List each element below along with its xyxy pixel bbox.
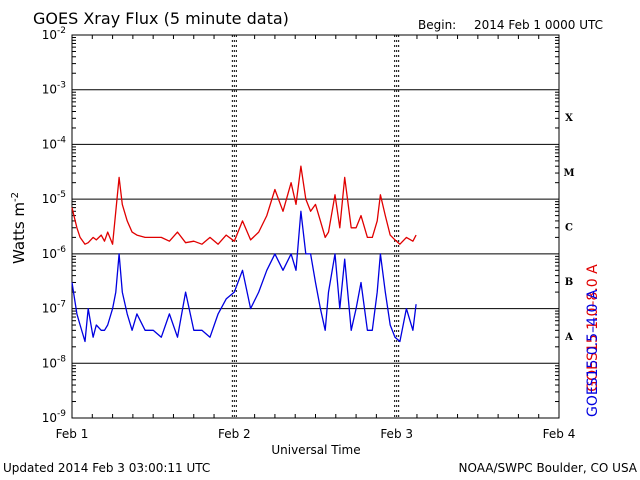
begin-label: Begin:: [418, 18, 456, 32]
y-tick-label: 10-4: [42, 135, 67, 151]
y-tick-base: 10: [42, 302, 57, 316]
y-tick-labels: 10-210-310-410-510-610-710-810-9: [42, 26, 67, 425]
plot-frame: [71, 34, 560, 419]
y-tick-exp: -8: [57, 354, 66, 364]
y-tick-label: 10-7: [42, 300, 66, 316]
y-axis-label-text: Watts m: [10, 202, 28, 264]
y-tick-base: 10: [42, 411, 57, 425]
y-tick-label: 10-5: [42, 190, 66, 206]
y-tick-base: 10: [42, 137, 57, 151]
y-tick-base: 10: [42, 28, 57, 42]
y-axis-label-sup: -2: [10, 192, 21, 202]
y-tick-label: 10-2: [42, 26, 66, 42]
flare-class-label: A: [564, 332, 573, 343]
y-tick-exp: -5: [57, 190, 66, 200]
x-axis-label: Universal Time: [271, 443, 360, 457]
y-tick-base: 10: [42, 192, 57, 206]
y-tick-exp: -3: [57, 81, 66, 91]
y-tick-exp: -9: [57, 409, 66, 419]
series-long-channel: [71, 165, 417, 245]
flare-class-label: C: [565, 223, 573, 234]
chart-title: GOES Xray Flux (5 minute data): [33, 9, 289, 28]
y-tick-base: 10: [42, 356, 57, 370]
day-markers: [91, 35, 540, 418]
y-tick-exp: -2: [57, 26, 66, 36]
y-tick-label: 10-3: [42, 81, 66, 97]
grid: [72, 37, 559, 403]
flare-class-label: B: [565, 277, 573, 288]
y-tick-exp: -7: [57, 300, 66, 310]
y-tick-base: 10: [42, 247, 57, 261]
x-tick-label: Feb 2: [218, 427, 251, 441]
series-lines: [71, 165, 417, 343]
updated-timestamp: Updated 2014 Feb 3 03:00:11 UTC: [3, 461, 210, 475]
begin-value: 2014 Feb 1 0000 UTC: [474, 18, 603, 32]
flare-class-labels: X M C B A: [563, 113, 574, 343]
series-short-channel: [71, 210, 417, 343]
x-tick-label: Feb 1: [56, 427, 89, 441]
credit-text: NOAA/SWPC Boulder, CO USA: [459, 461, 638, 475]
y-tick-exp: -6: [57, 245, 66, 255]
x-tick-label: Feb 4: [543, 427, 576, 441]
y-tick-label: 10-9: [42, 409, 67, 425]
flare-class-label: X: [565, 113, 573, 124]
y-tick-base: 10: [42, 83, 57, 97]
y-axis-label: Watts m-2: [10, 192, 28, 264]
y-tick-exp: -4: [57, 135, 66, 145]
y-tick-label: 10-8: [42, 354, 67, 370]
legend-long-channel: GOES15 1.0–8.0 A: [585, 264, 601, 392]
x-tick-labels: Feb 1 Feb 2 Feb 3 Feb 4: [56, 427, 576, 441]
legend-short-channel: GOES15 0.5–4.0 A: [585, 289, 601, 417]
flare-class-label: M: [563, 168, 574, 179]
y-tick-label: 10-6: [42, 245, 67, 261]
x-tick-label: Feb 3: [380, 427, 413, 441]
